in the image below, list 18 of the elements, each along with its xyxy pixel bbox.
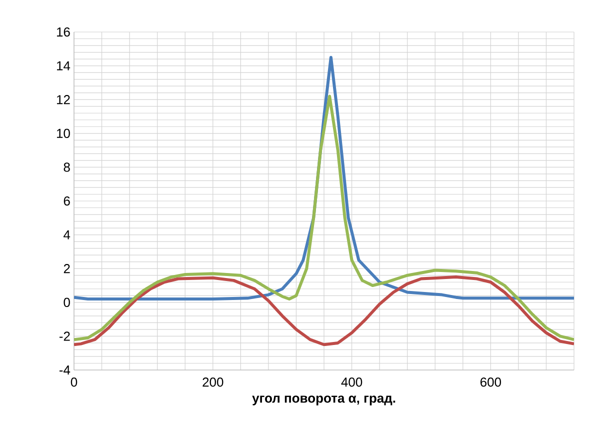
y-tick-label: -4 xyxy=(59,366,70,374)
x-tick-label: 200 xyxy=(202,378,224,387)
line-series xyxy=(74,276,574,346)
y-tick-label: 16 xyxy=(56,27,70,37)
y-tick-label: 14 xyxy=(56,61,70,70)
y-tick-label: 0 xyxy=(64,298,70,307)
line-series xyxy=(74,94,574,342)
x-tick-label: 600 xyxy=(480,378,502,387)
x-tick-label: 0 xyxy=(70,378,78,387)
y-tick-label: 4 xyxy=(64,230,70,240)
y-tick-label: 10 xyxy=(56,128,70,138)
x-axis-title: угол поворота α, град. xyxy=(252,396,396,406)
y-tick-label: 12 xyxy=(56,95,70,104)
y-tick-label: 2 xyxy=(64,264,70,274)
y-tick-label: -2 xyxy=(59,332,70,341)
y-tick-label: 8 xyxy=(64,162,70,172)
x-tick-label: 400 xyxy=(341,378,362,387)
y-tick-label: 6 xyxy=(64,196,70,206)
